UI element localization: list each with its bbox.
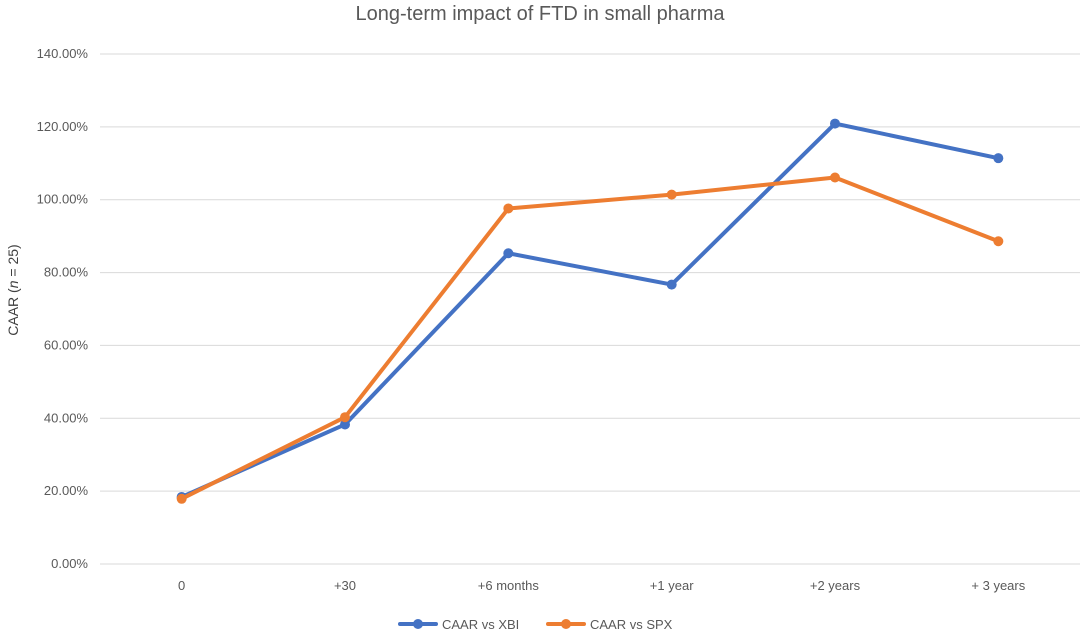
- legend-swatch-marker: [413, 619, 423, 629]
- data-point: [993, 236, 1004, 247]
- series-line-0: [179, 121, 1001, 499]
- y-tick-label: 80.00%: [44, 265, 89, 280]
- data-point: [666, 189, 677, 200]
- legend-label: CAAR vs SPX: [590, 617, 673, 632]
- y-tick-label: 20.00%: [44, 483, 89, 498]
- x-tick-label: 0: [178, 578, 185, 593]
- y-tick-label: 120.00%: [37, 119, 89, 134]
- chart-title: Long-term impact of FTD in small pharma: [355, 3, 725, 25]
- data-point: [830, 172, 840, 183]
- y-tick-label: 40.00%: [44, 410, 89, 425]
- y-tick-label: 60.00%: [44, 337, 89, 352]
- x-tick-label: +30: [334, 578, 356, 593]
- y-tick-label: 100.00%: [37, 192, 89, 207]
- data-point: [830, 118, 840, 129]
- data-point: [993, 153, 1004, 164]
- x-tick-label: +2 years: [810, 578, 861, 593]
- y-tick-label: 0.00%: [51, 556, 88, 571]
- legend-label: CAAR vs XBI: [442, 617, 519, 632]
- data-point: [666, 279, 677, 290]
- x-tick-label: +1 year: [650, 578, 694, 593]
- data-point: [503, 248, 514, 259]
- series-line-1: [179, 175, 1001, 501]
- x-tick-label: + 3 years: [971, 578, 1025, 593]
- data-point: [176, 493, 187, 504]
- y-tick-label: 140.00%: [37, 46, 89, 61]
- data-point: [503, 203, 514, 214]
- x-tick-label: +6 months: [478, 578, 540, 593]
- data-point: [340, 412, 350, 423]
- data-point: [340, 419, 350, 430]
- legend-swatch-marker: [561, 619, 571, 629]
